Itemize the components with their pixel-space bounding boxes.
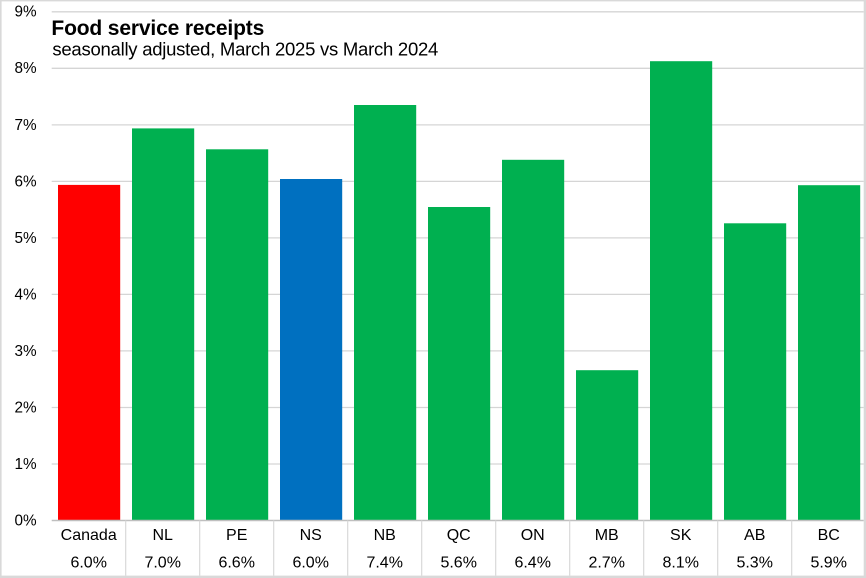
svg-text:3%: 3% (14, 343, 37, 360)
svg-text:8.1%: 8.1% (662, 555, 698, 572)
svg-text:NL: NL (152, 527, 173, 544)
svg-text:1%: 1% (14, 456, 37, 473)
svg-text:ON: ON (521, 527, 545, 544)
svg-text:0%: 0% (14, 512, 37, 529)
svg-text:4%: 4% (14, 286, 37, 303)
svg-text:BC: BC (818, 527, 840, 544)
svg-text:PE: PE (226, 527, 247, 544)
svg-text:5.3%: 5.3% (736, 555, 772, 572)
svg-text:5%: 5% (14, 230, 37, 247)
svg-text:QC: QC (447, 527, 471, 544)
svg-text:Canada: Canada (61, 527, 117, 544)
svg-text:6%: 6% (14, 173, 37, 190)
svg-text:NS: NS (300, 527, 322, 544)
svg-text:AB: AB (744, 527, 765, 544)
svg-text:SK: SK (670, 527, 692, 544)
svg-text:8%: 8% (14, 60, 37, 77)
svg-text:5.6%: 5.6% (440, 555, 476, 572)
svg-text:Food service receipts: Food service receipts (51, 17, 264, 40)
svg-text:6.4%: 6.4% (514, 555, 550, 572)
svg-text:6.0%: 6.0% (70, 555, 106, 572)
svg-text:7%: 7% (14, 117, 37, 134)
svg-text:MB: MB (595, 527, 619, 544)
svg-text:9%: 9% (14, 4, 37, 21)
svg-text:6.6%: 6.6% (218, 555, 254, 572)
svg-text:6.0%: 6.0% (292, 555, 328, 572)
svg-text:2.7%: 2.7% (588, 555, 624, 572)
svg-text:7.0%: 7.0% (144, 555, 180, 572)
svg-text:NB: NB (374, 527, 396, 544)
svg-text:seasonally adjusted, March 202: seasonally adjusted, March 2025 vs March… (52, 39, 438, 60)
svg-text:2%: 2% (14, 399, 37, 416)
svg-text:7.4%: 7.4% (366, 555, 402, 572)
svg-text:5.9%: 5.9% (810, 555, 846, 572)
